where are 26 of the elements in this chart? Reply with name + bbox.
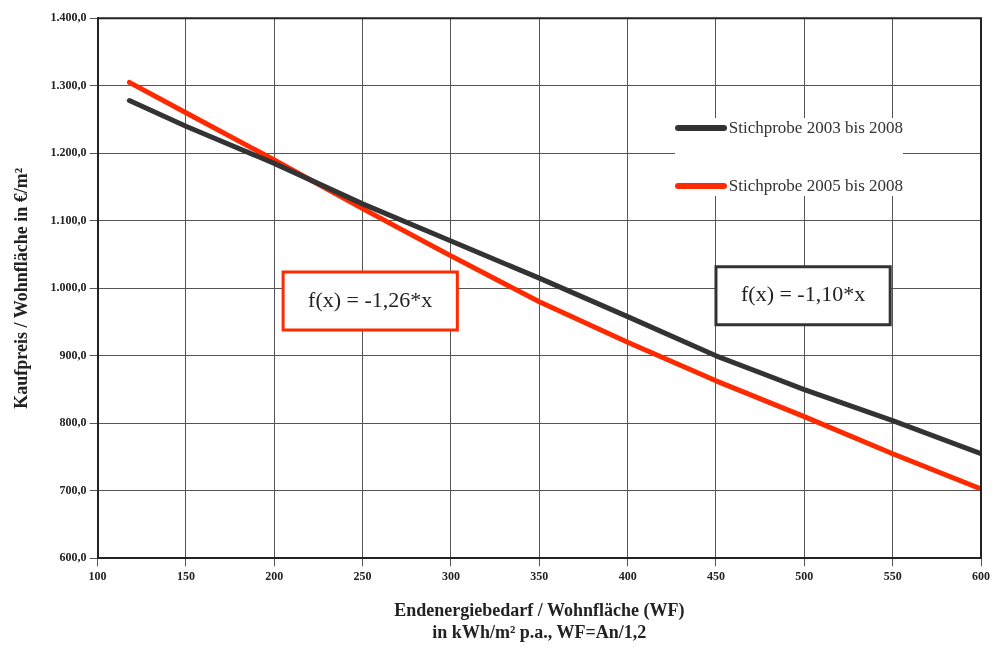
x-axis-title: Endenergiebedarf / Wohnfläche (WF) in kWh/m² p.a., WF=An/1,2	[394, 600, 685, 642]
x-tick-label: 250	[353, 568, 372, 583]
y-tick-label: 1.100,0	[50, 212, 87, 227]
y-tick-label: 1.400,0	[50, 10, 87, 25]
y-axis-title: Kaufpreis / Wohnfläche in €/m²	[11, 167, 32, 409]
x-tick-label: 600	[972, 568, 990, 583]
x-tick-label: 550	[883, 568, 902, 583]
x-tick-label: 200	[265, 568, 284, 583]
x-tick-label: 400	[618, 568, 637, 583]
y-tick-label: 700,0	[59, 482, 87, 497]
x-tick-label: 450	[706, 568, 725, 583]
legend-label: Stichprobe 2003 bis 2008	[728, 118, 903, 138]
y-tick-label: 1.000,0	[50, 280, 87, 295]
annotation: f(x) = -1,26*x	[308, 286, 433, 312]
legend-label: Stichprobe 2005 bis 2008	[728, 176, 903, 196]
x-tick-label: 500	[795, 568, 814, 583]
x-tick-label: 100	[88, 568, 107, 583]
annotation: f(x) = -1,10*x	[740, 281, 866, 307]
y-tick-label: 1.300,0	[50, 77, 87, 92]
y-tick-label: 1.200,0	[50, 145, 87, 160]
y-tick-label: 900,0	[59, 347, 87, 362]
y-tick-label: 600,0	[59, 550, 87, 565]
y-tick-label: 800,0	[59, 415, 87, 430]
x-tick-label: 150	[176, 568, 195, 583]
x-tick-label: 350	[530, 568, 549, 583]
x-tick-label: 300	[441, 568, 460, 583]
